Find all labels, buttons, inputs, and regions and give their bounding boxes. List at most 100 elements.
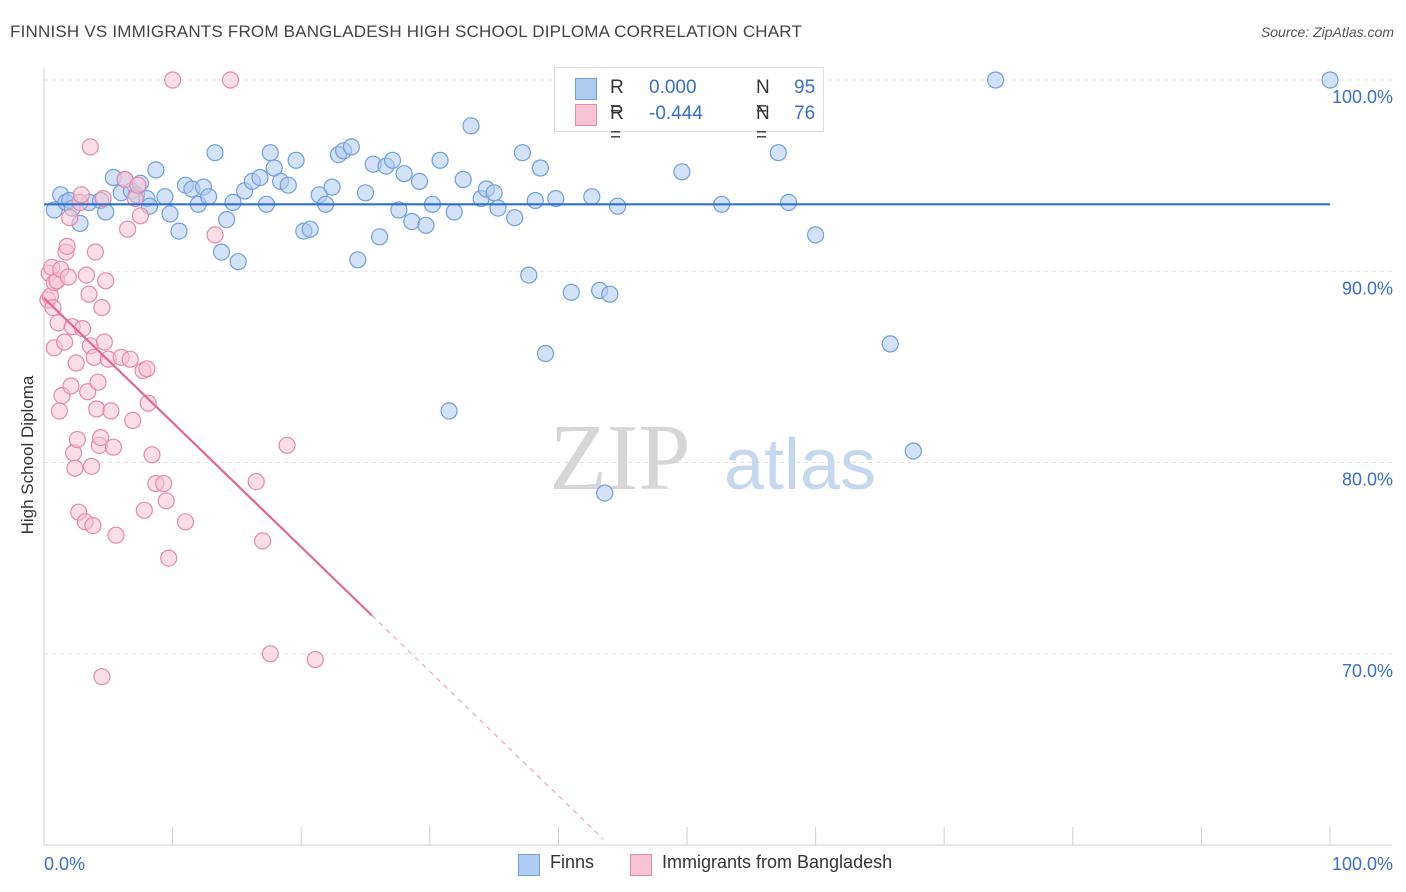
point-bangladesh xyxy=(129,176,147,194)
grid-lines xyxy=(44,79,1392,655)
bottom-legend-swatch-finns xyxy=(518,854,540,876)
point-finns xyxy=(224,193,242,211)
trend-lines xyxy=(43,203,1330,840)
point-finns xyxy=(410,172,429,190)
point-finns xyxy=(462,117,480,135)
point-finns xyxy=(986,71,1005,89)
y-tick-label: 80.0% xyxy=(1342,470,1393,490)
point-bangladesh xyxy=(82,457,101,475)
point-finns xyxy=(489,199,507,217)
point-bangladesh xyxy=(131,207,149,225)
point-bangladesh xyxy=(86,243,105,261)
trend-line-bangladesh xyxy=(43,297,373,617)
point-bangladesh xyxy=(88,400,106,418)
point-finns xyxy=(526,191,544,210)
point-bangladesh xyxy=(93,668,111,686)
point-bangladesh xyxy=(221,71,240,89)
point-finns xyxy=(506,209,524,227)
point-finns xyxy=(287,151,305,169)
point-finns xyxy=(356,184,375,202)
point-finns xyxy=(349,251,367,269)
point-finns xyxy=(440,402,458,420)
point-finns xyxy=(547,190,565,208)
point-finns xyxy=(431,151,449,169)
point-finns xyxy=(261,144,279,162)
point-bangladesh xyxy=(118,220,137,238)
point-finns xyxy=(601,285,619,303)
legend-n-label: N = xyxy=(756,103,770,146)
point-finns xyxy=(279,176,297,194)
point-bangladesh xyxy=(138,360,156,378)
point-finns xyxy=(904,442,922,460)
point-bangladesh xyxy=(121,350,139,368)
point-bangladesh xyxy=(102,402,120,420)
point-finns xyxy=(485,184,503,202)
x-tick-label-max: 100.0% xyxy=(1332,854,1393,874)
point-finns xyxy=(881,335,899,353)
legend-swatch-finns xyxy=(575,78,597,100)
point-bangladesh xyxy=(66,459,84,477)
point-finns xyxy=(200,188,218,206)
point-finns xyxy=(383,151,402,169)
point-bangladesh xyxy=(97,272,115,290)
point-finns xyxy=(161,205,179,223)
point-finns xyxy=(531,159,550,177)
point-finns xyxy=(342,138,360,156)
point-finns xyxy=(536,344,555,363)
point-bangladesh xyxy=(306,650,324,669)
point-finns xyxy=(562,283,580,301)
y-tick-label: 90.0% xyxy=(1342,278,1393,298)
point-finns xyxy=(417,216,435,234)
point-finns xyxy=(445,203,463,221)
point-bangladesh xyxy=(155,474,173,493)
point-finns xyxy=(156,188,174,206)
legend-r-label: R = xyxy=(610,103,624,146)
point-bangladesh xyxy=(81,138,99,156)
point-finns xyxy=(779,193,798,211)
point-bangladesh xyxy=(91,429,110,447)
point-bangladesh xyxy=(254,532,272,550)
x-tick-labels: 0.0% 100.0% xyxy=(44,854,1393,874)
point-bangladesh xyxy=(89,373,107,391)
trend-line-bangladesh-extension xyxy=(371,615,604,840)
point-finns xyxy=(1321,71,1339,89)
point-bangladesh xyxy=(160,549,178,567)
y-axis-label: High School Diploma xyxy=(18,375,37,535)
point-finns xyxy=(170,222,188,240)
point-bangladesh xyxy=(135,501,153,519)
legend-n-value: 76 xyxy=(794,103,816,124)
x-tick-label-min: 0.0% xyxy=(44,854,85,874)
point-bangladesh xyxy=(58,237,76,255)
point-bangladesh xyxy=(50,402,69,420)
point-bangladesh xyxy=(157,492,175,510)
point-bangladesh xyxy=(93,299,111,317)
point-bangladesh xyxy=(72,186,90,204)
point-finns xyxy=(673,163,691,181)
point-bangladesh xyxy=(80,285,98,303)
correlation-legend: R = 0.000 N = 95 R = -0.444 N = 76 xyxy=(554,67,824,146)
point-bangladesh xyxy=(94,190,112,208)
point-finns xyxy=(371,228,389,246)
point-finns xyxy=(301,220,319,238)
point-finns xyxy=(212,243,231,261)
watermark-zip: ZIP xyxy=(550,406,691,510)
legend-n-value: 95 xyxy=(794,77,816,98)
point-bangladesh xyxy=(62,377,80,395)
bottom-legend-swatch-bangladesh xyxy=(630,854,652,876)
point-finns xyxy=(513,144,532,162)
point-bangladesh xyxy=(164,71,182,89)
point-bangladesh xyxy=(104,438,123,456)
point-finns xyxy=(206,144,224,162)
point-finns xyxy=(251,168,269,187)
point-bangladesh xyxy=(59,268,78,286)
axes xyxy=(43,68,1392,846)
point-bangladesh xyxy=(139,394,157,412)
legend-n-label: N = xyxy=(756,77,770,120)
point-finns xyxy=(395,165,413,183)
series-bangladesh xyxy=(39,71,324,686)
point-bangladesh xyxy=(107,526,125,544)
point-finns xyxy=(147,161,165,179)
point-finns xyxy=(218,211,236,229)
legend-r-label: R = xyxy=(610,77,624,120)
